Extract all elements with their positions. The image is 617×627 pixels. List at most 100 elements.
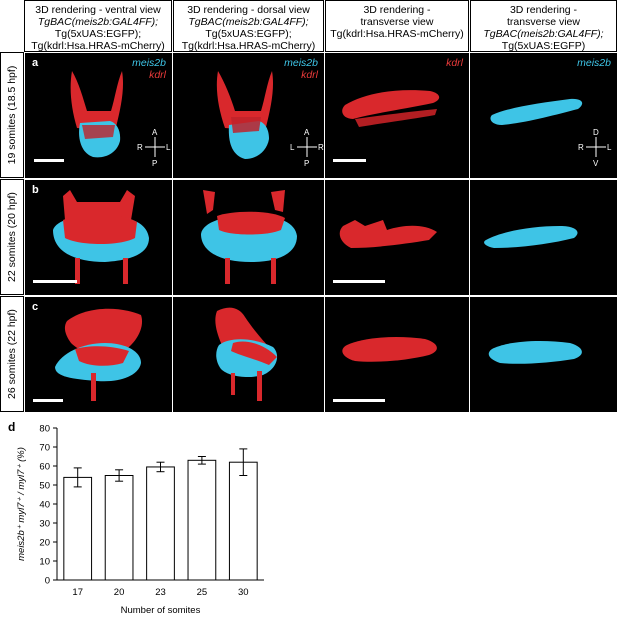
bar	[63, 476, 93, 581]
compass-top: A	[152, 128, 158, 137]
bar-chart: 0 10 20 30 40 50 60 70 80 17 20 23 25 30 Number of som…	[16, 424, 264, 616]
x-tick-label: 25	[197, 587, 208, 598]
header-line: transverse view	[360, 16, 434, 28]
heart-render-ventral	[55, 308, 143, 401]
compass-bottom: P	[152, 159, 157, 168]
meis2b-render-transverse	[484, 226, 578, 248]
legend-meis2b: meis2b	[284, 57, 318, 69]
panel-a-ventral: a meis2b kdrl A P R L	[25, 53, 172, 178]
header-line: transverse view	[507, 16, 580, 28]
panel-b-dorsal	[173, 180, 324, 295]
compass-right: L	[607, 143, 612, 152]
orientation-compass: D V R L	[578, 128, 612, 168]
compass-left: L	[290, 143, 295, 152]
header-line: 3D rendering - dorsal view	[187, 4, 310, 16]
row-label-26-somites: 26 somites (22 hpf)	[0, 296, 24, 412]
compass-bottom: V	[593, 159, 599, 168]
header-line: TgBAC(meis2b:GAL4FF);	[188, 16, 309, 28]
panel-letter: a	[32, 57, 39, 69]
chart-d: d 0 10 20 30 40 50 60 70 80 17 20 23 25 30 Number of s…	[0, 420, 617, 622]
header-line: 3D rendering -	[509, 4, 578, 16]
scale-bar	[333, 280, 385, 283]
legend: kdrl	[446, 57, 463, 69]
panel-c-transverse-meis2b	[470, 297, 617, 412]
scale-bar	[333, 399, 385, 402]
header-line: Tg(kdrl:Hsa.HRAS-mCherry)	[181, 40, 316, 52]
y-tick-label: 70	[39, 443, 50, 454]
meis2b-render-transverse	[488, 341, 582, 364]
compass-top: A	[304, 128, 310, 137]
heart-render-dorsal	[201, 190, 297, 284]
panel-c-ventral: c	[25, 297, 172, 412]
legend: meis2b kdrl	[284, 57, 318, 81]
compass-left: R	[578, 143, 584, 152]
vessel-render-transverse	[342, 337, 437, 362]
heart-render-dorsal	[215, 307, 278, 401]
scale-bar	[33, 399, 63, 402]
column-header-dorsal: 3D rendering - dorsal view TgBAC(meis2b:…	[173, 0, 324, 52]
legend: meis2b kdrl	[132, 57, 166, 81]
header-line: Tg(kdrl:Hsa.HRAS-mCherry)	[31, 40, 165, 52]
orientation-compass: A P R L	[137, 128, 171, 168]
row-label-text: 22 somites (20 hpf)	[6, 192, 18, 282]
x-tick-label: 20	[114, 587, 125, 598]
compass-top: D	[593, 128, 599, 137]
row-label-text: 26 somites (22 hpf)	[6, 309, 18, 399]
legend-kdrl: kdrl	[446, 57, 463, 69]
vessel-render-transverse	[339, 220, 437, 248]
header-line: 3D rendering - ventral view	[35, 4, 161, 16]
header-line: Tg(5xUAS:EGFP);	[54, 28, 142, 40]
scale-bar	[333, 159, 366, 162]
y-axis-label: meis2b⁺ myl7⁺ / myl7⁺ (%)	[16, 447, 27, 561]
header-line: TgBAC(meis2b:GAL4FF);	[37, 16, 159, 28]
chart-panel-letter: d	[8, 420, 16, 434]
panel-letter: b	[32, 184, 39, 196]
x-axis-label: Number of somites	[121, 605, 201, 616]
bar	[104, 475, 134, 581]
x-tick-label: 17	[72, 587, 83, 598]
header-line: Tg(5xUAS:EGFP)	[501, 40, 586, 52]
bar	[146, 466, 175, 581]
panel-c-transverse-kdrl	[325, 297, 469, 412]
column-header-transverse-kdrl: 3D rendering - transverse view Tg(kdrl:H…	[325, 0, 469, 52]
y-tick-label: 50	[39, 481, 50, 492]
legend-kdrl: kdrl	[301, 69, 318, 81]
scale-bar	[34, 159, 64, 162]
y-tick-label: 60	[39, 462, 50, 473]
panel-a-transverse-kdrl: kdrl	[325, 53, 469, 178]
compass-right: R	[318, 143, 324, 152]
heart-render-dorsal	[216, 71, 274, 159]
panel-a-dorsal: meis2b kdrl A P L R	[173, 53, 324, 178]
column-header-ventral: 3D rendering - ventral view TgBAC(meis2b…	[24, 0, 172, 52]
y-tick-label: 0	[45, 576, 50, 587]
row-label-19-somites: 19 somites (18.5 hpf)	[0, 52, 24, 178]
panel-letter: c	[32, 301, 39, 313]
y-tick-label: 40	[39, 500, 50, 511]
row-label-text: 19 somites (18.5 hpf)	[6, 65, 18, 165]
x-tick-label: 23	[155, 587, 166, 598]
vessel-render-transverse	[342, 90, 440, 127]
panel-c-dorsal	[173, 297, 324, 412]
bar	[228, 461, 258, 581]
heart-render-ventral	[53, 190, 149, 284]
header-line: 3D rendering -	[363, 4, 431, 16]
legend-meis2b: meis2b	[132, 57, 166, 69]
header-line: TgBAC(meis2b:GAL4FF);	[483, 28, 604, 40]
header-line: Tg(kdrl:Hsa.HRAS-mCherry)	[330, 28, 464, 40]
legend-kdrl: kdrl	[149, 69, 166, 81]
meis2b-render-transverse	[490, 98, 583, 125]
legend-meis2b: meis2b	[577, 57, 611, 69]
panel-b-transverse-kdrl	[325, 180, 469, 295]
heart-render-ventral	[70, 71, 124, 158]
panel-a-transverse-meis2b: meis2b D V R L	[470, 53, 617, 178]
row-label-22-somites: 22 somites (20 hpf)	[0, 179, 24, 295]
y-tick-label: 80	[39, 424, 50, 435]
y-tick-label: 20	[39, 538, 50, 549]
orientation-compass: A P L R	[290, 128, 324, 168]
column-header-transverse-meis2b: 3D rendering - transverse view TgBAC(mei…	[470, 0, 617, 52]
scale-bar	[33, 280, 77, 283]
panel-b-ventral: b	[25, 180, 172, 295]
compass-bottom: P	[304, 159, 309, 168]
compass-right: L	[166, 143, 171, 152]
bar	[187, 459, 217, 581]
